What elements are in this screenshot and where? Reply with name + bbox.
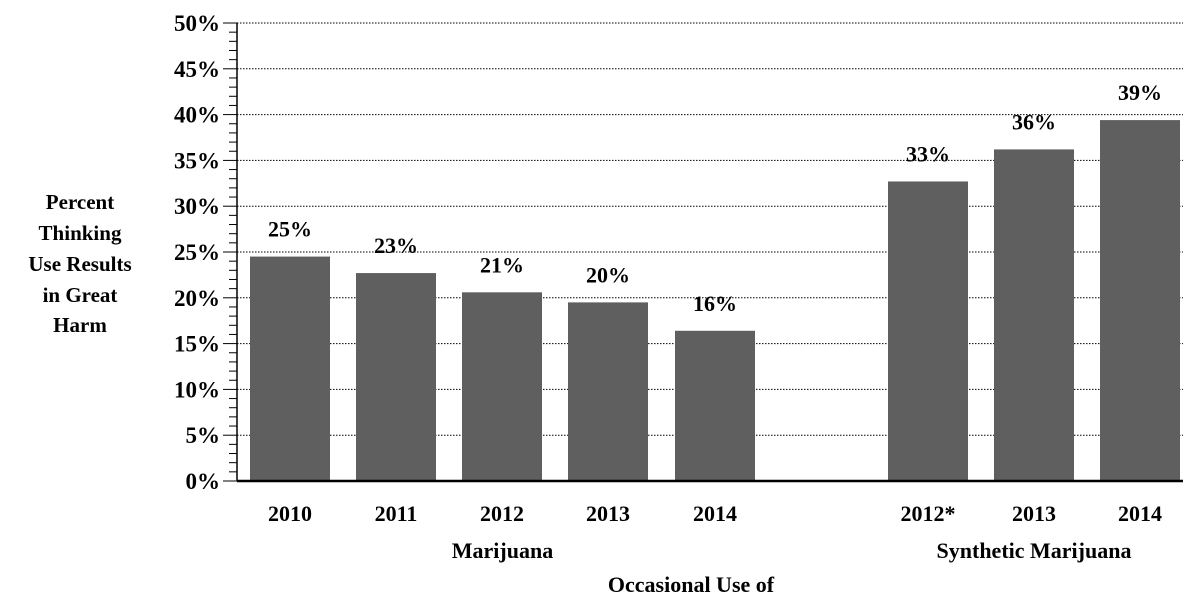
data-label: 20% xyxy=(586,262,630,287)
x-tick-label: 2013 xyxy=(1012,501,1056,526)
x-tick-label: 2012* xyxy=(901,501,956,526)
y-tick-label: 15% xyxy=(174,332,220,357)
bar-synthetic-marijuana-2012 xyxy=(888,181,968,481)
bar-synthetic-marijuana-2014 xyxy=(1100,120,1180,481)
y-tick-label: 45% xyxy=(174,57,220,82)
data-label: 36% xyxy=(1012,109,1056,134)
y-tick-label: 10% xyxy=(174,377,220,402)
bar-marijuana-2013 xyxy=(568,302,648,481)
y-axis-title-line-4: in Great xyxy=(42,283,118,307)
bar-marijuana-2012 xyxy=(462,292,542,481)
y-tick-label: 25% xyxy=(174,240,220,265)
y-tick-label: 20% xyxy=(174,286,220,311)
data-label: 16% xyxy=(693,291,737,316)
y-axis-title-line-3: Use Results xyxy=(28,252,132,276)
bar-marijuana-2010 xyxy=(250,256,330,481)
y-tick-label: 35% xyxy=(174,148,220,173)
group-label: Marijuana xyxy=(452,538,553,563)
y-axis-title-line-5: Harm xyxy=(53,313,107,337)
x-tick-label: 2014 xyxy=(1118,501,1162,526)
y-tick-label: 50% xyxy=(174,11,220,36)
x-tick-label: 2010 xyxy=(268,501,312,526)
bar-synthetic-marijuana-2013 xyxy=(994,149,1074,481)
y-tick-label: 5% xyxy=(186,423,221,448)
y-tick-label: 40% xyxy=(174,103,220,128)
x-tick-label: 2013 xyxy=(586,501,630,526)
group-label: Synthetic Marijuana xyxy=(937,538,1132,563)
y-tick-label: 30% xyxy=(174,194,220,219)
data-label: 39% xyxy=(1118,80,1162,105)
data-label: 25% xyxy=(268,217,312,242)
data-label: 23% xyxy=(374,233,418,258)
x-tick-label: 2014 xyxy=(693,501,737,526)
bar-marijuana-2014 xyxy=(675,330,755,481)
x-tick-label: 2011 xyxy=(375,501,418,526)
bar-marijuana-2011 xyxy=(356,273,436,481)
data-label: 21% xyxy=(480,252,524,277)
y-tick-label: 0% xyxy=(186,469,221,494)
x-axis-title: Occasional Use of xyxy=(608,572,775,597)
y-axis-title-line-1: Percent xyxy=(45,190,115,214)
x-tick-label: 2012 xyxy=(480,501,524,526)
data-label: 33% xyxy=(906,141,950,166)
y-axis-title-line-2: Thinking xyxy=(38,221,122,245)
